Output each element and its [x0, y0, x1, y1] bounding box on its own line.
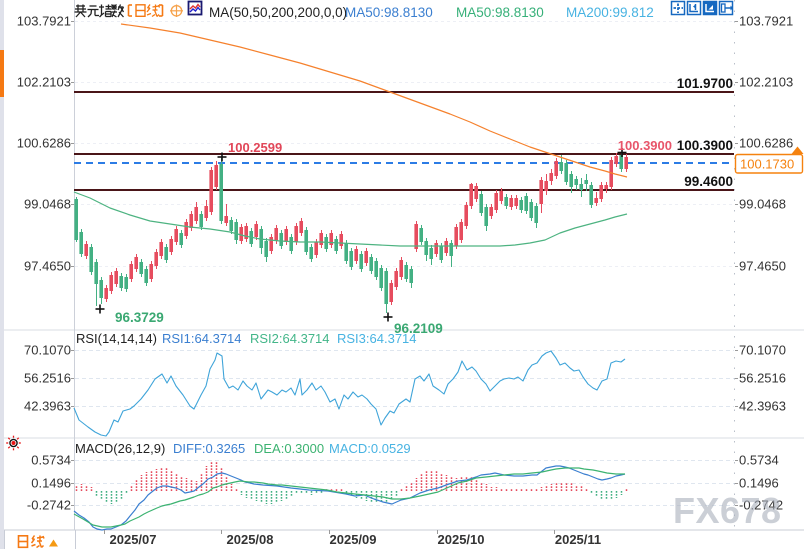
- svg-text:MACD(26,12,9): MACD(26,12,9): [75, 441, 165, 456]
- svg-text:102.2103: 102.2103: [17, 75, 71, 90]
- svg-text:42.3963: 42.3963: [24, 399, 71, 414]
- svg-text:100.3900: 100.3900: [677, 138, 733, 153]
- svg-text:2025/11: 2025/11: [555, 532, 601, 547]
- svg-text:MACD:0.0529: MACD:0.0529: [329, 441, 411, 456]
- svg-text:102.2103: 102.2103: [739, 75, 793, 90]
- svg-text:103.7921: 103.7921: [739, 14, 793, 29]
- svg-text:MA50:98.8130: MA50:98.8130: [456, 5, 544, 20]
- svg-text:56.2516: 56.2516: [24, 371, 71, 386]
- svg-text:0.1496: 0.1496: [31, 476, 71, 491]
- svg-text:MA200:99.812: MA200:99.812: [566, 5, 654, 20]
- svg-text:70.1070: 70.1070: [739, 343, 786, 358]
- svg-text:0.1496: 0.1496: [739, 476, 779, 491]
- svg-text:-0.2742: -0.2742: [27, 498, 71, 513]
- svg-text:RSI3:64.3714: RSI3:64.3714: [337, 331, 417, 346]
- svg-text:2025/09: 2025/09: [330, 532, 377, 547]
- svg-text:2025/07: 2025/07: [110, 532, 157, 547]
- svg-text:100.2599: 100.2599: [228, 140, 282, 155]
- svg-text:101.9700: 101.9700: [677, 76, 733, 91]
- svg-text:96.2109: 96.2109: [394, 321, 443, 336]
- svg-text:100.6286: 100.6286: [17, 136, 71, 151]
- svg-text:100.6286: 100.6286: [739, 136, 793, 151]
- svg-text:96.3729: 96.3729: [115, 310, 164, 325]
- svg-text:99.0468: 99.0468: [739, 197, 786, 212]
- svg-text:42.3963: 42.3963: [739, 399, 786, 414]
- svg-text:2025/08: 2025/08: [227, 532, 274, 547]
- svg-text:RSI(14,14,14): RSI(14,14,14): [76, 331, 157, 346]
- svg-text:FX678: FX678: [673, 490, 782, 531]
- svg-text:RSI2:64.3714: RSI2:64.3714: [250, 331, 330, 346]
- svg-text:-0.2742: -0.2742: [739, 498, 783, 513]
- svg-text:70.1070: 70.1070: [24, 343, 71, 358]
- svg-text:97.4650: 97.4650: [739, 259, 786, 274]
- svg-text:DEA:0.3000: DEA:0.3000: [254, 441, 324, 456]
- svg-text:RSI1:64.3714: RSI1:64.3714: [162, 331, 242, 346]
- svg-text:MA(50,50,200,200,0,0): MA(50,50,200,200,0,0): [209, 5, 347, 20]
- svg-text:97.4650: 97.4650: [24, 259, 71, 274]
- svg-text:0.5734: 0.5734: [31, 453, 71, 468]
- svg-text:0.5734: 0.5734: [739, 453, 779, 468]
- svg-text:MA50:98.8130: MA50:98.8130: [345, 5, 433, 20]
- svg-text:99.4600: 99.4600: [684, 174, 733, 189]
- svg-text:100.1730: 100.1730: [740, 157, 794, 172]
- svg-text:56.2516: 56.2516: [739, 371, 786, 386]
- svg-text:2025/10: 2025/10: [438, 532, 485, 547]
- svg-text:100.3900: 100.3900: [618, 138, 672, 153]
- svg-text:99.0468: 99.0468: [24, 197, 71, 212]
- svg-text:103.7921: 103.7921: [17, 14, 71, 29]
- svg-text:DIFF:0.3265: DIFF:0.3265: [173, 441, 245, 456]
